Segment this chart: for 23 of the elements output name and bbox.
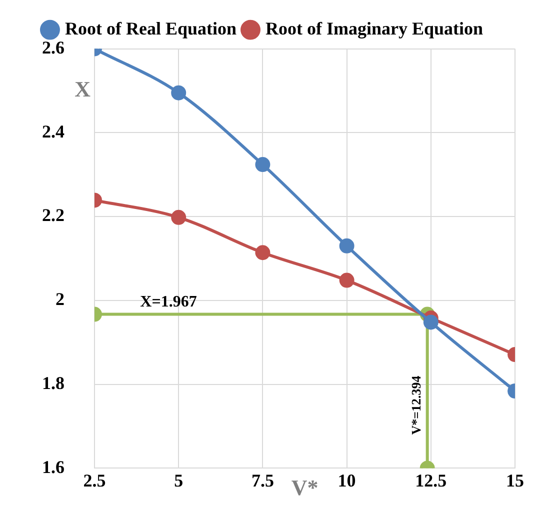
x-tick-label: 10 xyxy=(338,470,356,491)
annotation: X=1.967 xyxy=(140,293,197,310)
legend-label: Root of Real Equation xyxy=(64,18,236,38)
point xyxy=(339,238,354,254)
legend-label: Root of Imaginary Equation xyxy=(265,18,484,38)
point xyxy=(255,245,270,260)
x-tick-label: 15 xyxy=(506,470,524,491)
point xyxy=(423,314,438,330)
y-tick-label: 1.6 xyxy=(42,456,64,477)
x-tick-label: 2.5 xyxy=(83,470,106,491)
y-tick-label: 2 xyxy=(56,289,64,310)
y-tick-label: 2.6 xyxy=(42,37,64,58)
x-axis-title: V* xyxy=(291,474,318,500)
x-tick-label: 12.5 xyxy=(415,470,447,491)
x-tick-label: 5 xyxy=(174,470,184,491)
x-tick-label: 7.5 xyxy=(251,470,274,491)
point xyxy=(255,157,270,172)
y-tick-label: 2.2 xyxy=(42,205,64,226)
annotation: V*=12.394 xyxy=(408,375,424,435)
y-tick-label: 2.4 xyxy=(42,121,64,142)
y-tick-label: 1.8 xyxy=(42,372,64,393)
point xyxy=(339,272,354,288)
y-axis-title: X xyxy=(74,76,91,102)
